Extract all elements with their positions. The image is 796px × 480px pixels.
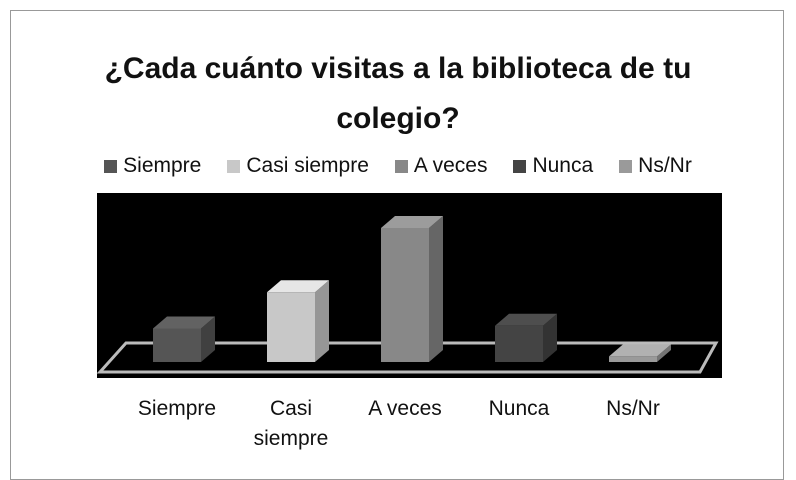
legend-label: Casi siempre: [246, 154, 369, 177]
legend-item: Ns/Nr: [619, 154, 692, 178]
legend: Siempre Casi siempre A veces Nunca Ns/Nr: [0, 154, 796, 178]
x-tick-label: Siempre: [137, 397, 217, 420]
legend-swatch: [619, 159, 633, 173]
legend-item: A veces: [394, 154, 488, 178]
x-tick-label: A veces: [368, 397, 442, 420]
plot: [96, 193, 722, 378]
legend-label: Siempre: [123, 154, 202, 177]
bar-front: [267, 292, 315, 362]
x-tick-label: Nunca: [488, 397, 550, 420]
legend-swatch: [513, 159, 527, 173]
bar: [495, 313, 557, 362]
legend-swatch: [104, 159, 118, 173]
bar-front: [495, 325, 543, 362]
legend-item: Nunca: [513, 154, 593, 178]
bar-top: [495, 313, 557, 326]
chart: ¿Cada cuánto visitas a la biblioteca de …: [0, 10, 796, 480]
x-tick-label: Ns/Nr: [606, 397, 660, 420]
bar: [381, 216, 443, 362]
legend-label: Nunca: [532, 154, 594, 177]
legend-item: Siempre: [104, 154, 201, 178]
bar: [609, 344, 671, 362]
bar-side: [657, 344, 671, 362]
bar-top: [267, 280, 329, 293]
bar-side: [315, 280, 329, 362]
bar-front: [153, 328, 201, 362]
bar-top: [381, 216, 443, 228]
bar-top: [153, 316, 215, 329]
bar-side: [543, 313, 557, 362]
bar-front: [381, 228, 429, 362]
bar-front: [609, 356, 657, 362]
legend-item: Casi siempre: [227, 154, 369, 178]
legend-label: Ns/Nr: [638, 154, 692, 177]
floor: [96, 341, 719, 374]
chart-title: ¿Cada cuánto visitas a la biblioteca de …: [104, 52, 692, 135]
bar-top: [609, 344, 671, 357]
bar-side: [429, 216, 443, 362]
bar-side: [201, 316, 215, 362]
legend-label: A veces: [413, 154, 488, 177]
x-tick-label: Casi siempre: [253, 397, 329, 450]
legend-swatch: [394, 159, 408, 173]
legend-swatch: [227, 159, 241, 173]
bar: [267, 280, 329, 362]
bar: [153, 316, 215, 362]
